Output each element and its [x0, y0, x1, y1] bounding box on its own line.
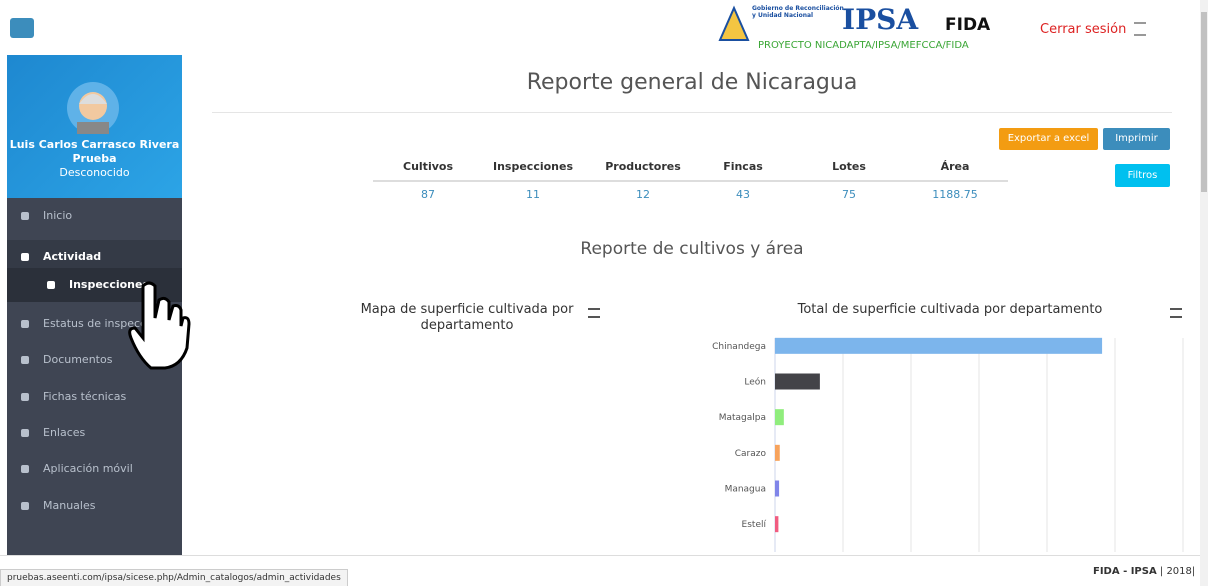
stat-value: 75 — [842, 188, 856, 201]
chart-menu[interactable] — [1170, 308, 1182, 318]
stat-header: Lotes — [832, 160, 866, 173]
stat-value: 87 — [421, 188, 435, 201]
scroll-thumb[interactable] — [1201, 12, 1207, 192]
y-tick-label: León — [744, 377, 766, 388]
bar-chart: Chinandega León Matagalpa Carazo Managua Este… — [712, 337, 1184, 552]
stat-header: Inspecciones — [492, 160, 574, 173]
menu-item[interactable]: Aplicación móvil — [7, 452, 182, 486]
bar — [775, 516, 779, 533]
bar — [775, 480, 780, 497]
project-name: PROYECTO NICADAPTA/IPSA/MEFCCA/FIDA — [758, 40, 969, 51]
y-tick-label: Matagalpa — [719, 413, 766, 423]
stat-header: Fincas — [723, 160, 763, 173]
y-tick-label: Managua — [725, 485, 766, 495]
fida-logo: FIDA — [945, 15, 991, 35]
gov-text: Gobierno de Reconciliación — [752, 5, 844, 12]
gov-text: y Unidad Nacional — [752, 12, 814, 19]
filter-button[interactable]: Filtros — [1115, 164, 1170, 187]
y-tick-label: Carazo — [735, 449, 767, 459]
menu-item[interactable]: Fichas técnicas — [7, 380, 182, 414]
bar — [775, 373, 820, 390]
y-tick-label: Chinandega — [712, 342, 766, 352]
divider — [212, 112, 1172, 113]
export-button[interactable]: Exportar a excel — [999, 128, 1098, 150]
section-title: Reporte de cultivos y área — [580, 239, 804, 259]
stat-value: 12 — [636, 188, 650, 201]
stat-header: Área — [940, 160, 970, 173]
bar — [775, 409, 784, 426]
avatar — [67, 82, 119, 134]
stat-value: 43 — [736, 188, 750, 201]
menu-item[interactable]: Documentos — [7, 343, 182, 377]
y-tick-label: Estelí — [742, 520, 767, 530]
table-rule — [373, 180, 1008, 182]
status-url: pruebas.aseenti.com/ipsa/sicese.php/Admi… — [0, 569, 348, 586]
user-role: Prueba — [72, 152, 117, 165]
bar — [775, 444, 780, 461]
stat-header: Productores — [605, 160, 681, 173]
menu-item[interactable]: Inicio — [7, 199, 182, 233]
menu-toggle[interactable] — [10, 18, 34, 38]
logout[interactable]: Cerrar sesión — [1040, 22, 1127, 37]
scrollbar — [1200, 0, 1208, 586]
menu-item[interactable]: Enlaces — [7, 416, 182, 450]
map-title: Mapa de superficie cultivada por departa… — [360, 302, 574, 333]
chart-menu[interactable] — [588, 308, 600, 318]
stat-value: 11 — [526, 188, 540, 201]
stat-value: 1188.75 — [932, 188, 978, 201]
page-title: Reporte general de Nicaragua — [526, 70, 858, 95]
menu-item[interactable]: Manuales — [7, 489, 182, 523]
options[interactable] — [1134, 22, 1146, 36]
cursor — [128, 281, 191, 370]
user-status: Desconocido — [59, 166, 130, 179]
ipsa-logo: IPSA — [842, 3, 919, 36]
chart-title: Total de superficie cultivada por depart… — [797, 302, 1103, 317]
stat-header: Cultivos — [403, 160, 453, 173]
footer-brand: FIDA - IPSA | 2018| — [1093, 566, 1196, 577]
gov-logo — [718, 5, 750, 41]
print-button[interactable]: Imprimir — [1103, 128, 1170, 150]
bar — [775, 337, 1103, 354]
user-name: Luis Carlos Carrasco Rivera — [9, 138, 180, 151]
